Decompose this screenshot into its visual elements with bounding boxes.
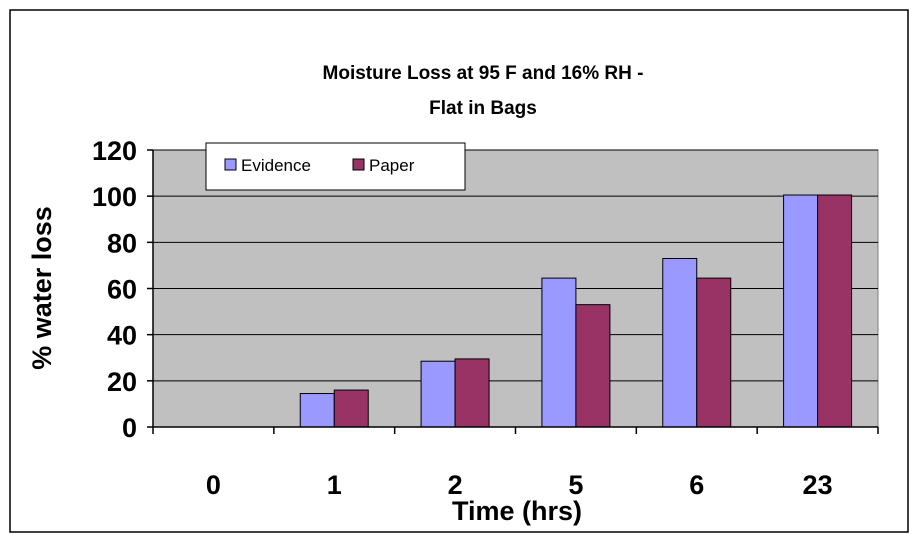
- chart-title-line2: Flat in Bags: [429, 98, 537, 119]
- y-ticks: 0 20 40 60 80 100 120: [92, 136, 153, 443]
- legend: Evidence Paper: [205, 142, 466, 191]
- legend-swatch: [352, 158, 365, 171]
- y-tick-label: 80: [107, 228, 137, 258]
- bar-paper: [333, 389, 369, 428]
- bar-evidence: [541, 277, 577, 428]
- y-tick-label: 20: [107, 367, 137, 397]
- x-tick-label: 1: [327, 470, 342, 500]
- y-tick-label: 40: [107, 321, 137, 351]
- x-tick-label: 2: [448, 470, 463, 500]
- bar-paper: [817, 194, 853, 428]
- y-axis-label: % water loss: [27, 206, 57, 370]
- x-ticks: 0 1 2 5 6 23: [152, 427, 879, 500]
- bar-paper: [454, 358, 490, 428]
- bar-paper: [696, 277, 732, 428]
- bar-evidence: [662, 257, 698, 428]
- bar-paper: [575, 304, 611, 428]
- chart-title-line1: Moisture Loss at 95 F and 16% RH -: [323, 63, 644, 84]
- legend-box: [205, 142, 466, 191]
- x-tick-label: 23: [803, 470, 833, 500]
- bars: [299, 194, 853, 428]
- bar-evidence: [783, 194, 819, 428]
- y-tick-label: 60: [107, 275, 137, 305]
- y-tick-label: 0: [122, 413, 137, 443]
- x-tick-label: 5: [568, 470, 583, 500]
- bar-evidence: [420, 360, 456, 428]
- y-tick-label: 120: [92, 136, 137, 166]
- bar-evidence: [299, 393, 335, 428]
- x-axis-label: Time (hrs): [452, 496, 582, 526]
- y-tick-label: 100: [92, 182, 137, 212]
- legend-swatch: [224, 158, 237, 171]
- x-tick-label: 6: [689, 470, 704, 500]
- x-tick-label: 0: [206, 470, 221, 500]
- legend-label: Paper: [369, 156, 415, 175]
- legend-label: Evidence: [241, 156, 311, 175]
